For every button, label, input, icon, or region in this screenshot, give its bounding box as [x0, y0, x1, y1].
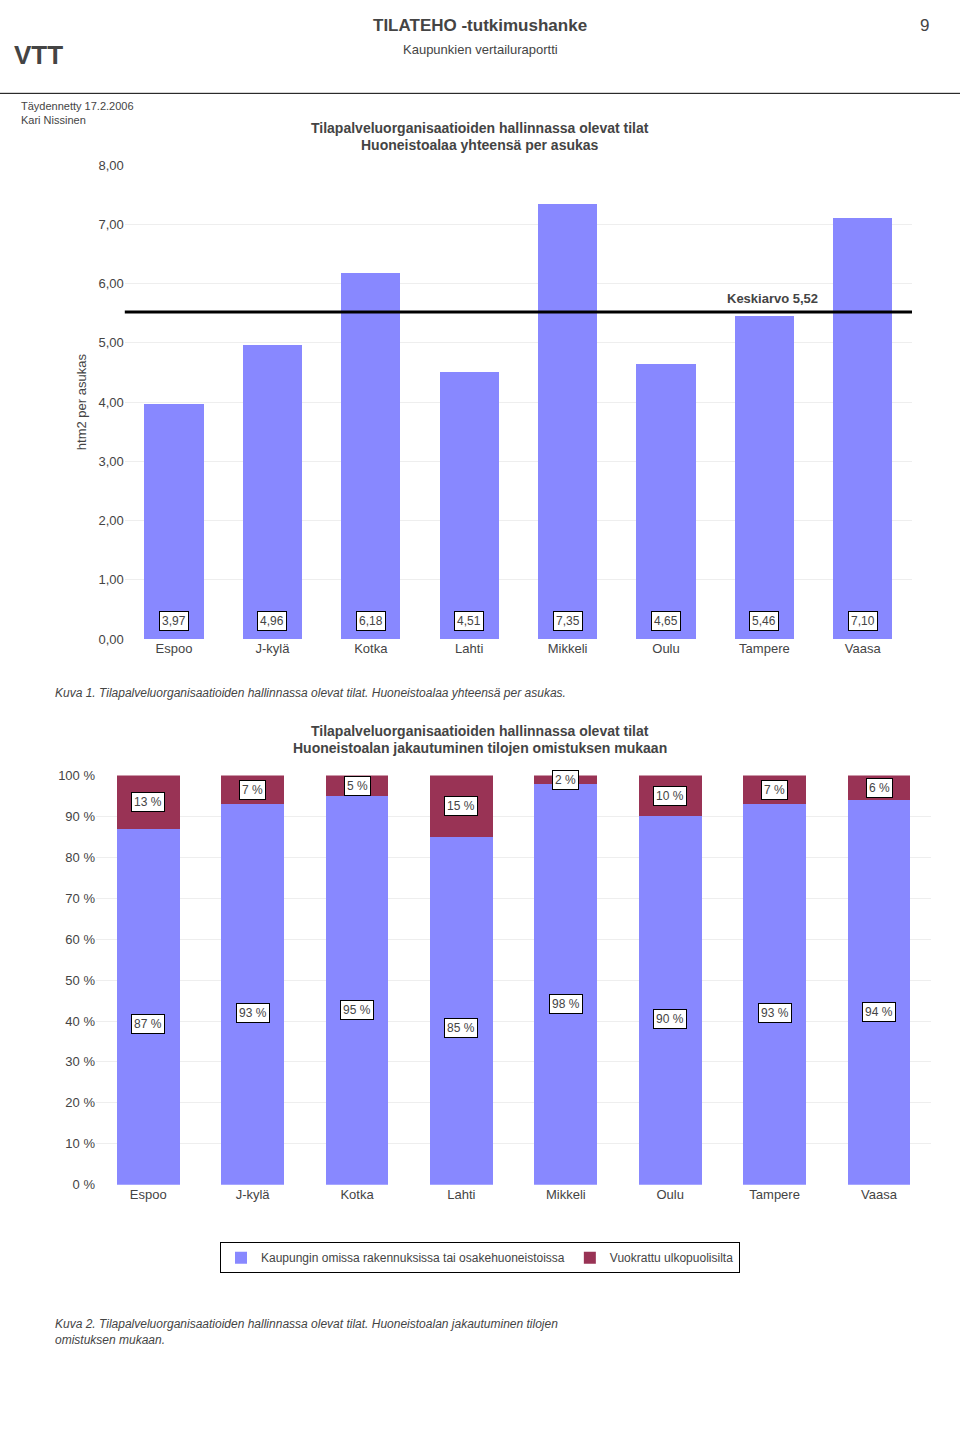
svg-text:TILATEHO -tutkimushanke: TILATEHO -tutkimushanke [373, 16, 587, 35]
svg-text:Oulu: Oulu [656, 1187, 683, 1202]
svg-text:80 %: 80 % [65, 850, 95, 865]
svg-text:10 %: 10 % [65, 1136, 95, 1151]
svg-text:Oulu: Oulu [652, 641, 679, 656]
svg-text:50 %: 50 % [65, 973, 95, 988]
svg-text:7,10: 7,10 [851, 614, 875, 628]
svg-text:Kari Nissinen: Kari Nissinen [21, 114, 86, 126]
svg-text:4,51: 4,51 [457, 614, 481, 628]
svg-text:6,18: 6,18 [359, 614, 383, 628]
svg-text:Tilapalveluorganisaatioiden ha: Tilapalveluorganisaatioiden hallinnassa … [311, 120, 649, 136]
svg-text:5,00: 5,00 [98, 335, 123, 350]
svg-text:6 %: 6 % [869, 781, 890, 795]
svg-text:7,35: 7,35 [556, 614, 580, 628]
svg-text:Kuva 2. Tilapalveluorganisaati: Kuva 2. Tilapalveluorganisaatioiden hall… [55, 1317, 558, 1347]
svg-text:Huoneistoalan jakautuminen til: Huoneistoalan jakautuminen tilojen omist… [293, 740, 667, 756]
svg-text:40 %: 40 % [65, 1014, 95, 1029]
svg-text:5 %: 5 % [347, 779, 368, 793]
svg-text:Kotka: Kotka [340, 1187, 374, 1202]
svg-text:Huoneistoalaa yhteensä per asu: Huoneistoalaa yhteensä per asukas [361, 137, 599, 153]
svg-text:Vaasa: Vaasa [845, 641, 882, 656]
svg-text:Tilapalveluorganisaatioiden ha: Tilapalveluorganisaatioiden hallinnassa … [311, 723, 649, 739]
svg-text:90 %: 90 % [656, 1012, 684, 1026]
svg-text:20 %: 20 % [65, 1095, 95, 1110]
svg-text:3,00: 3,00 [98, 454, 123, 469]
svg-text:4,00: 4,00 [98, 395, 123, 410]
svg-text:100 %: 100 % [58, 768, 95, 783]
svg-text:15 %: 15 % [447, 799, 475, 813]
svg-text:87 %: 87 % [134, 1017, 162, 1031]
svg-text:2,00: 2,00 [98, 513, 123, 528]
svg-text:9: 9 [920, 16, 929, 35]
svg-text:Vuokrattu ulkopuolisilta: Vuokrattu ulkopuolisilta [610, 1251, 733, 1265]
svg-text:6,00: 6,00 [98, 276, 123, 291]
svg-text:1,00: 1,00 [98, 572, 123, 587]
svg-text:7,00: 7,00 [98, 217, 123, 232]
svg-text:85 %: 85 % [447, 1021, 475, 1035]
svg-text:Kaupungin omissa rakennuksissa: Kaupungin omissa rakennuksissa tai osake… [261, 1251, 565, 1265]
svg-text:Espoo: Espoo [156, 641, 193, 656]
svg-text:8,00: 8,00 [98, 158, 123, 173]
svg-text:0,00: 0,00 [98, 632, 123, 647]
svg-text:Täydennetty 17.2.2006: Täydennetty 17.2.2006 [21, 100, 134, 112]
svg-text:90 %: 90 % [65, 809, 95, 824]
svg-text:Kuva 1. Tilapalveluorganisaati: Kuva 1. Tilapalveluorganisaatioiden hall… [55, 686, 566, 700]
svg-text:Vaasa: Vaasa [861, 1187, 898, 1202]
svg-text:4,96: 4,96 [260, 614, 284, 628]
svg-text:Lahti: Lahti [447, 1187, 475, 1202]
svg-text:2 %: 2 % [555, 773, 576, 787]
svg-text:70 %: 70 % [65, 891, 95, 906]
svg-text:93 %: 93 % [239, 1006, 267, 1020]
svg-text:J-kylä: J-kylä [255, 641, 290, 656]
svg-text:4,65: 4,65 [654, 614, 678, 628]
svg-text:Keskiarvo 5,52: Keskiarvo 5,52 [727, 291, 818, 306]
svg-text:93 %: 93 % [761, 1006, 789, 1020]
svg-text:0 %: 0 % [73, 1177, 96, 1192]
svg-text:7 %: 7 % [242, 783, 263, 797]
svg-text:95 %: 95 % [343, 1003, 371, 1017]
svg-text:13 %: 13 % [134, 795, 162, 809]
svg-text:htm2 per asukas: htm2 per asukas [74, 354, 89, 451]
svg-text:7 %: 7 % [764, 783, 785, 797]
svg-text:10 %: 10 % [656, 789, 684, 803]
svg-text:Tampere: Tampere [749, 1187, 800, 1202]
svg-text:VTT: VTT [14, 40, 63, 70]
svg-text:94 %: 94 % [865, 1005, 893, 1019]
svg-text:60 %: 60 % [65, 932, 95, 947]
svg-text:Tampere: Tampere [739, 641, 790, 656]
svg-text:30 %: 30 % [65, 1054, 95, 1069]
svg-text:Mikkeli: Mikkeli [548, 641, 588, 656]
svg-text:Mikkeli: Mikkeli [546, 1187, 586, 1202]
svg-text:Kaupunkien vertailuraportti: Kaupunkien vertailuraportti [403, 42, 558, 57]
svg-text:Kotka: Kotka [354, 641, 388, 656]
svg-text:5,46: 5,46 [752, 614, 776, 628]
svg-text:Lahti: Lahti [455, 641, 483, 656]
svg-text:Espoo: Espoo [130, 1187, 167, 1202]
svg-text:J-kylä: J-kylä [236, 1187, 271, 1202]
svg-text:3,97: 3,97 [162, 614, 186, 628]
svg-text:98 %: 98 % [552, 997, 580, 1011]
